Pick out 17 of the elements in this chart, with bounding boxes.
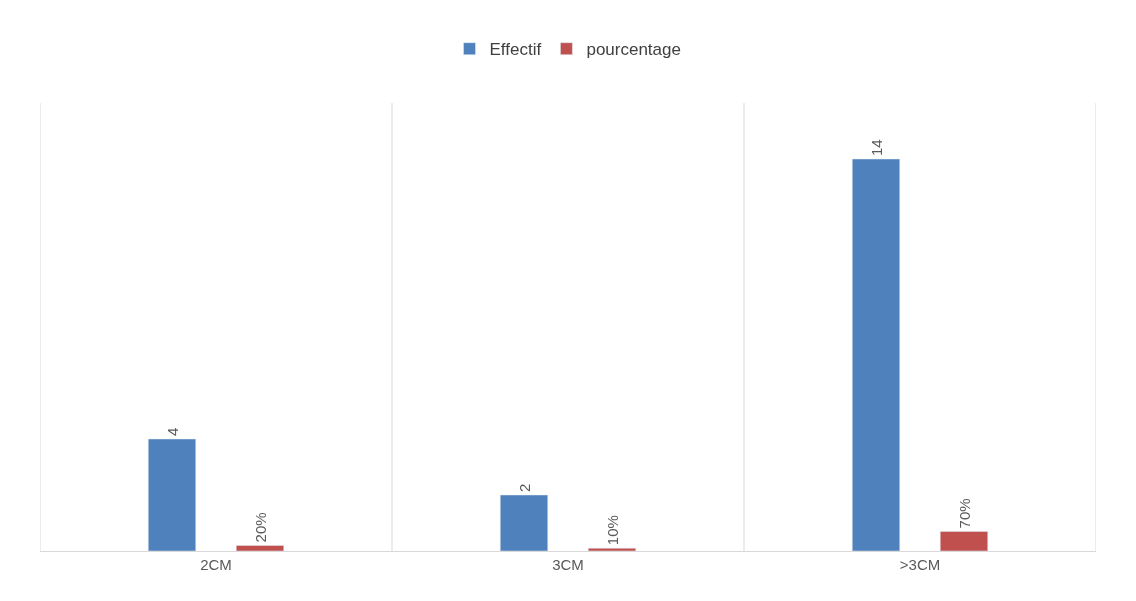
data-label: 10% — [603, 515, 621, 546]
x-tick-label: 2CM — [200, 556, 232, 573]
bar — [147, 438, 197, 551]
bar — [235, 545, 285, 551]
x-tick-label: 3CM — [552, 556, 584, 573]
data-label: 70% — [955, 498, 973, 529]
data-label: 4 — [163, 427, 181, 436]
legend-label: Effectif — [489, 40, 542, 60]
data-label: 2 — [515, 483, 533, 492]
data-label: 14 — [867, 139, 885, 156]
bar — [939, 531, 989, 551]
data-label: 20% — [251, 512, 269, 543]
x-tick-label: >3CM — [899, 556, 941, 573]
legend-label: pourcentage — [586, 40, 681, 60]
bar — [851, 158, 901, 551]
bar — [499, 494, 549, 551]
bar — [587, 547, 637, 551]
